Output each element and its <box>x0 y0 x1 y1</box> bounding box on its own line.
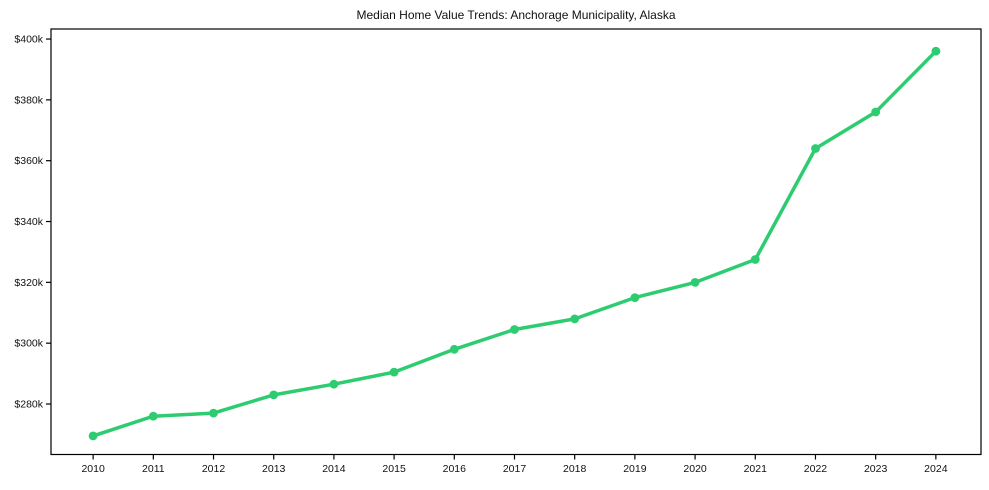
chart-title: Median Home Value Trends: Anchorage Muni… <box>356 8 676 22</box>
x-tick-label: 2013 <box>262 463 286 475</box>
data-point <box>209 408 218 418</box>
data-point <box>389 367 399 377</box>
x-tick-label: 2021 <box>744 463 768 475</box>
data-point <box>269 390 279 400</box>
plot-border <box>50 28 982 456</box>
x-tick-label: 2010 <box>81 463 105 475</box>
trend-line <box>91 49 938 438</box>
data-point <box>449 344 459 354</box>
data-point <box>148 411 158 421</box>
x-tick-label: 2024 <box>924 463 948 475</box>
y-tick-label: $320k <box>14 277 43 289</box>
x-tick-label: 2022 <box>804 463 828 475</box>
data-point <box>630 293 640 302</box>
x-tick-label: 2014 <box>322 463 346 475</box>
x-tick-label: 2016 <box>443 463 467 475</box>
data-point <box>88 431 98 441</box>
data-point <box>811 144 820 153</box>
y-tick-label: $400k <box>14 34 43 46</box>
x-tick-label: 2015 <box>382 463 406 475</box>
y-tick-label: $280k <box>14 399 43 411</box>
x-tick-label: 2012 <box>202 463 226 475</box>
y-tick-label: $340k <box>14 216 43 228</box>
y-tick-label: $300k <box>14 338 43 350</box>
data-point <box>329 379 339 389</box>
x-tick-label: 2017 <box>503 463 527 475</box>
data-point <box>871 107 881 117</box>
data-point <box>570 314 580 324</box>
x-tick-label: 2023 <box>864 463 888 475</box>
data-point <box>750 255 760 264</box>
y-tick-label: $380k <box>14 94 43 106</box>
x-tick-label: 2018 <box>563 463 587 475</box>
x-tick-label: 2020 <box>683 463 707 475</box>
data-point <box>690 278 700 287</box>
y-tick-label: $360k <box>14 155 43 167</box>
x-tick-label: 2011 <box>142 463 165 475</box>
x-tick-label: 2019 <box>623 463 647 475</box>
data-point <box>931 46 941 56</box>
data-point <box>510 325 519 334</box>
